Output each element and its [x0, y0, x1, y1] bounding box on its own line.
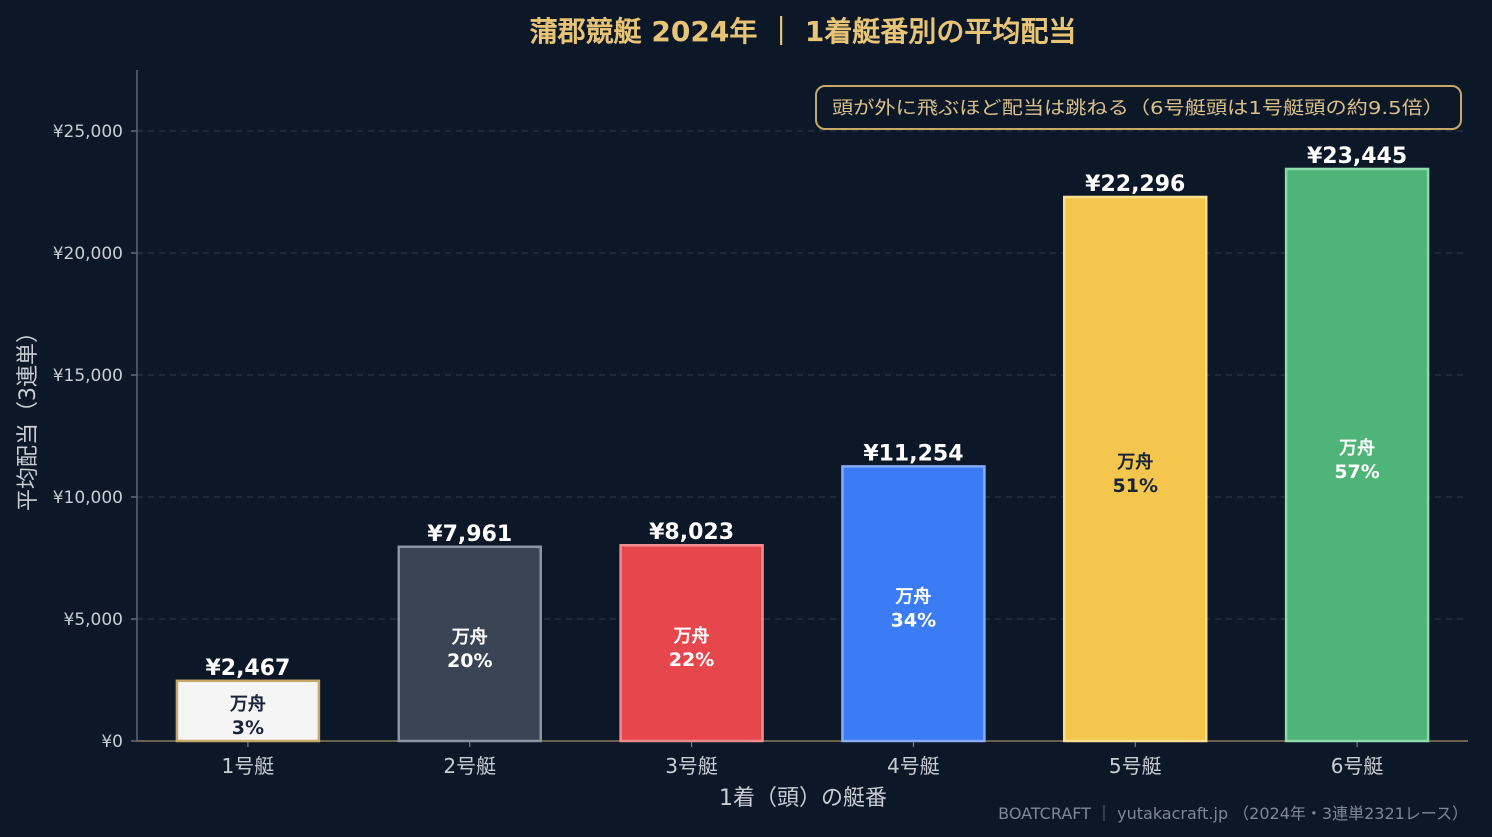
manshu-label: 万舟	[673, 625, 710, 647]
value-label: ¥23,445	[1307, 144, 1407, 169]
x-axis-label: 1着（頭）の艇番	[719, 786, 887, 811]
x-tick-label: 2号艇	[443, 754, 496, 778]
value-label: ¥2,467	[205, 656, 290, 681]
value-label: ¥8,023	[649, 520, 734, 545]
x-tick-label: 5号艇	[1109, 754, 1162, 778]
bar-3	[619, 543, 764, 743]
y-tick-labels: ¥0 ¥5,000 ¥10,000 ¥15,000 ¥20,000 ¥25,000	[53, 122, 123, 752]
value-label: ¥11,254	[863, 441, 963, 466]
y-tick-label: ¥25,000	[53, 122, 123, 142]
bar-5	[1063, 195, 1208, 743]
y-axis-label: 平均配当（3連単）	[16, 321, 41, 511]
manshu-label: 万舟	[451, 626, 488, 648]
bar-1	[175, 679, 321, 743]
manshu-rate: 34%	[891, 610, 936, 632]
x-tick-label: 3号艇	[665, 754, 718, 778]
manshu-rate: 51%	[1113, 475, 1158, 497]
bar-6	[1284, 167, 1430, 743]
grid-lines	[137, 130, 1468, 620]
bars	[175, 167, 1430, 743]
manshu-rate: 57%	[1334, 461, 1379, 483]
value-label: ¥7,961	[427, 522, 512, 547]
x-tick-labels: 1号艇 2号艇 3号艇 4号艇 5号艇 6号艇	[222, 754, 1384, 778]
x-tick-label: 6号艇	[1331, 754, 1384, 778]
manshu-label: 万舟	[894, 586, 931, 608]
x-tick-label: 4号艇	[887, 754, 940, 778]
manshu-label: 万舟	[229, 693, 266, 715]
annotation-box: 頭が外に飛ぶほど配当は跳ねる（6号艇頭は1号艇頭の約9.5倍）	[815, 85, 1462, 130]
manshu-rate: 22%	[669, 649, 714, 671]
chart-title: 蒲郡競艇 2024年 ｜ 1着艇番別の平均配当	[530, 15, 1077, 48]
y-tick-label: ¥5,000	[64, 610, 123, 630]
bar-2	[397, 545, 542, 743]
y-tick-label: ¥20,000	[53, 244, 123, 264]
y-tick-label: ¥0	[101, 732, 123, 752]
x-tick-label: 1号艇	[222, 754, 275, 778]
manshu-rate: 20%	[447, 650, 492, 672]
value-label: ¥22,296	[1085, 172, 1185, 197]
manshu-rate: 3%	[232, 717, 264, 739]
manshu-label: 万舟	[1116, 451, 1153, 473]
annotation-text: 頭が外に飛ぶほど配当は跳ねる（6号艇頭は1号艇頭の約9.5倍）	[832, 98, 1444, 119]
annotation-frame	[815, 85, 1462, 130]
y-tick-label: ¥15,000	[53, 366, 123, 386]
bar-4	[841, 465, 986, 743]
y-tick-label: ¥10,000	[53, 488, 123, 508]
footer-credit: BOATCRAFT ｜ yutakacraft.jp （2024年・3連単232…	[998, 804, 1468, 823]
manshu-label: 万舟	[1338, 437, 1375, 459]
bar-labels: ¥2,467万舟3%¥7,961万舟20%¥8,023万舟22%¥11,254万…	[205, 144, 1407, 739]
